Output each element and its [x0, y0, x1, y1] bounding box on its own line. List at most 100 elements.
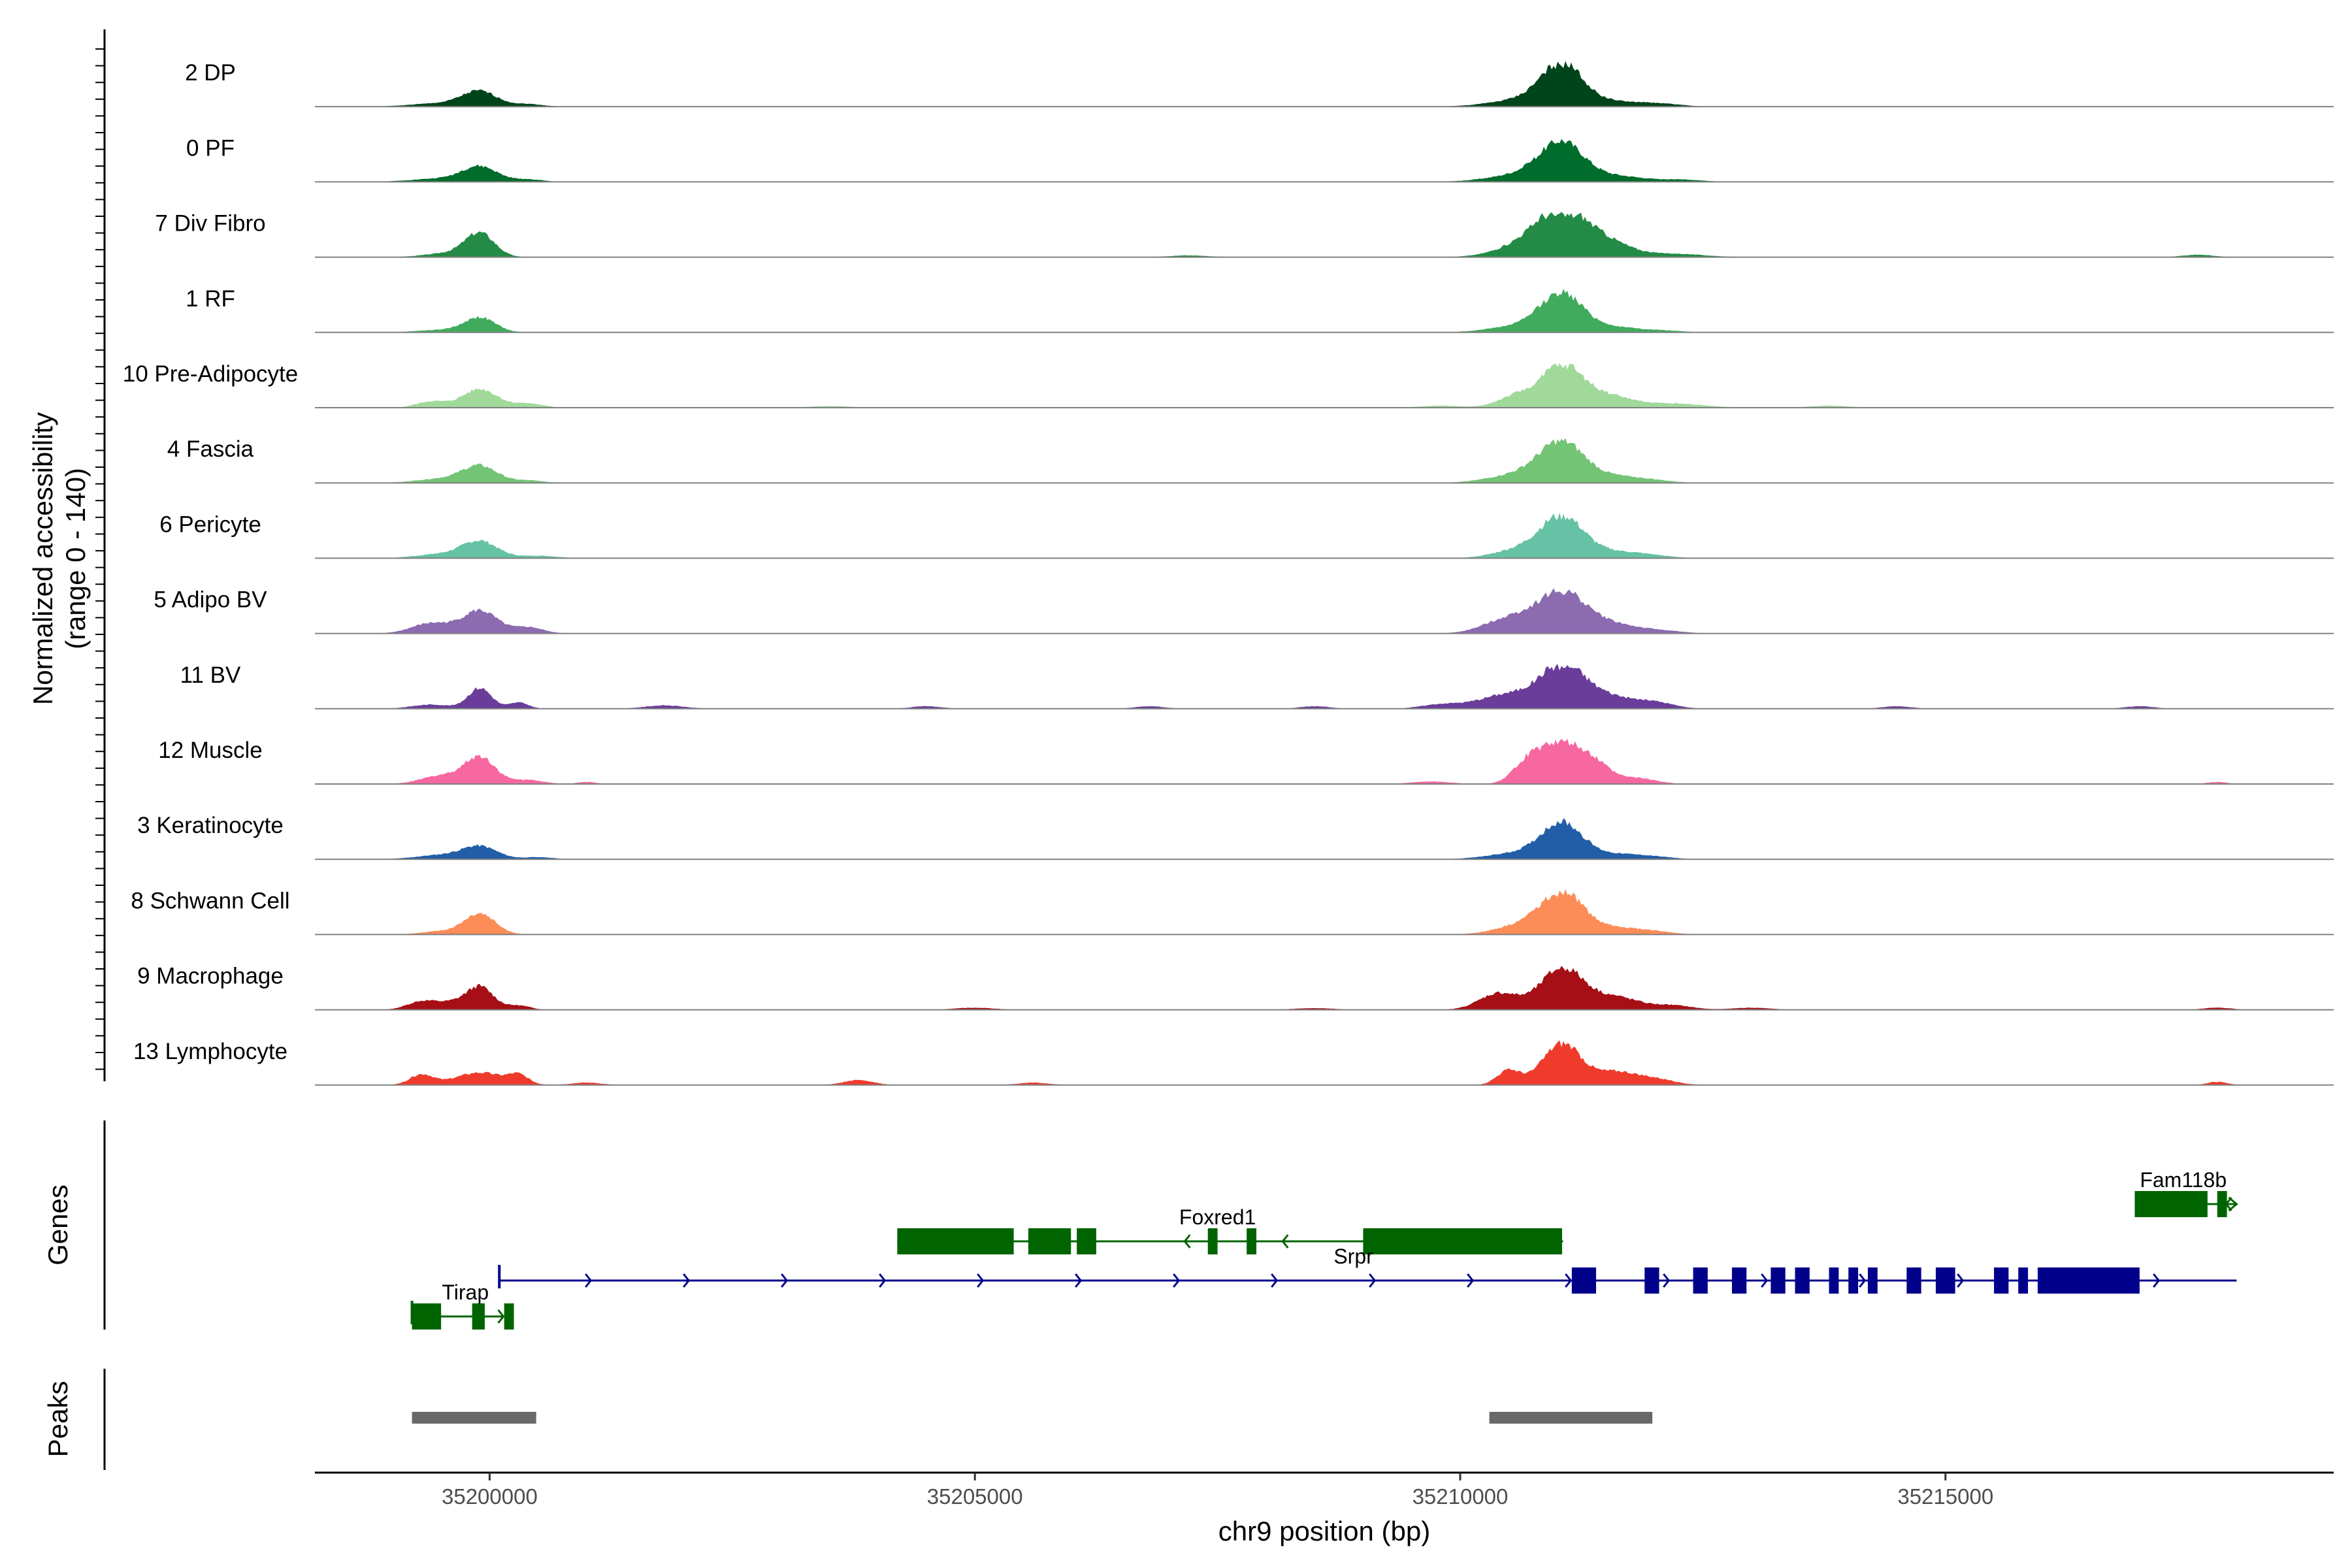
gene-exon: [1867, 1267, 1878, 1294]
gene-exon: [2217, 1191, 2227, 1217]
track-coverage-area: [315, 889, 2334, 935]
strand-arrow: [1271, 1273, 1279, 1288]
strand-arrow: [1281, 1234, 1289, 1249]
strand-arrow: [781, 1273, 789, 1288]
track-9: 11 BV: [180, 662, 2334, 710]
gene-exon: [2037, 1267, 2140, 1294]
gene-exon: [2134, 1191, 2208, 1217]
x-axis: 35200000 35205000 35210000 35215000 chr9 po…: [315, 1471, 2334, 1546]
strand-arrow: [1859, 1273, 1867, 1288]
track-6: 4 Fascia: [167, 436, 2334, 484]
track-7: 6 Pericyte: [159, 512, 2334, 559]
peaks-panel-label: Peaks: [42, 1381, 73, 1458]
gene-srpr: Srpr: [498, 1245, 2237, 1294]
track-label: 6 Pericyte: [159, 512, 261, 537]
gene-exon: [1247, 1228, 1257, 1254]
genes-panel: Genes Tirap Foxred1 Srpr Fam118b: [42, 1120, 2238, 1330]
track-13: 9 Macrophage: [137, 964, 2334, 1011]
track-5: 10 Pre-Adipocyte: [123, 361, 2334, 408]
track-label: 9 Macrophage: [137, 964, 284, 989]
peak-region: [412, 1412, 536, 1424]
strand-arrow: [1369, 1273, 1377, 1288]
gene-exon: [412, 1303, 442, 1330]
coverage-y-axis-title: Normalized accessibility (range 0 - 140): [27, 412, 91, 705]
track-label: 3 Keratinocyte: [137, 813, 284, 838]
strand-arrow: [2153, 1273, 2161, 1288]
gene-exon: [504, 1303, 514, 1330]
x-tick-label: 35205000: [927, 1484, 1023, 1509]
track-coverage-area: [315, 1040, 2334, 1085]
gene-exon: [1693, 1267, 1708, 1294]
x-tick-label: 35210000: [1413, 1484, 1509, 1509]
track-label: 2 DP: [185, 60, 236, 86]
gene-label: Tirap: [442, 1281, 489, 1304]
track-3: 7 Div Fibro: [155, 211, 2334, 258]
track-coverage-area: [315, 438, 2334, 483]
gene-exon: [1028, 1228, 1071, 1254]
gene-label: Srpr: [1333, 1245, 1373, 1268]
x-tick-label: 35215000: [1897, 1484, 1993, 1509]
strand-arrow: [1467, 1273, 1475, 1288]
strand-arrow: [585, 1273, 593, 1288]
gene-exon: [1906, 1267, 1921, 1294]
track-label: 7 Div Fibro: [155, 211, 265, 237]
x-axis-title: chr9 position (bp): [1218, 1516, 1431, 1546]
gene-exon: [472, 1303, 485, 1330]
gene-exon: [1207, 1228, 1218, 1254]
gene-exon: [1077, 1228, 1096, 1254]
gene-exon: [1644, 1267, 1659, 1294]
peaks-panel: Peaks: [42, 1369, 1653, 1470]
strand-arrow: [1075, 1273, 1083, 1288]
gene-exon: [1363, 1228, 1562, 1254]
strand-arrow: [879, 1273, 887, 1288]
track-4: 1 RF: [186, 286, 2334, 333]
strand-arrow: [1565, 1273, 1573, 1288]
track-coverage-area: [315, 212, 2334, 257]
track-coverage-area: [315, 588, 2334, 634]
gene-fam118b: Fam118b: [2134, 1168, 2238, 1217]
strand-arrow: [1663, 1273, 1671, 1288]
track-label: 8 Schwann Cell: [131, 888, 289, 913]
track-coverage-area: [315, 664, 2334, 709]
gene-exon: [1571, 1267, 1596, 1294]
coverage-y-axis: [95, 29, 106, 1081]
track-label: 13 Lymphocyte: [133, 1039, 287, 1064]
track-coverage-area: [315, 818, 2334, 860]
gene-exon: [1829, 1267, 1839, 1294]
y-axis-title: Normalized accessibility: [27, 412, 58, 705]
strand-arrow: [1761, 1273, 1769, 1288]
strand-arrow: [2228, 1196, 2238, 1212]
track-coverage-area: [315, 363, 2334, 408]
track-14: 13 Lymphocyte: [133, 1039, 2334, 1086]
track-label: 5 Adipo BV: [154, 587, 267, 613]
x-tick-label: 35200000: [442, 1484, 538, 1509]
y-axis-range: (range 0 - 140): [60, 468, 91, 649]
track-coverage-area: [315, 61, 2334, 107]
gene-exon: [1848, 1267, 1859, 1294]
gene-exon: [2018, 1267, 2029, 1294]
gene-label: Foxred1: [1179, 1205, 1256, 1229]
gene-exon: [1994, 1267, 2009, 1294]
track-coverage-area: [315, 512, 2334, 559]
gene-foxred1: Foxred1: [897, 1205, 1564, 1254]
track-label: 0 PF: [186, 135, 235, 161]
gene-label: Fam118b: [2140, 1168, 2227, 1192]
track-coverage-area: [315, 139, 2334, 182]
track-label: 12 Muscle: [158, 738, 263, 763]
track-label: 4 Fascia: [167, 436, 254, 462]
track-coverage-area: [315, 289, 2334, 333]
strand-arrow: [497, 1309, 505, 1324]
gene-exon: [1795, 1267, 1810, 1294]
track-11: 3 Keratinocyte: [137, 813, 2334, 860]
coverage-tracks: 2 DP 0 PF 7 Div Fibro 1 RF 10 Pre-Adipocyte 4…: [123, 60, 2334, 1086]
track-label: 11 BV: [180, 662, 241, 688]
gene-exon: [897, 1228, 1014, 1254]
strand-arrow: [683, 1273, 691, 1288]
track-8: 5 Adipo BV: [154, 587, 2334, 634]
track-2: 0 PF: [186, 135, 2334, 183]
track-coverage-area: [315, 738, 2334, 784]
track-10: 12 Muscle: [158, 738, 2334, 785]
track-label: 1 RF: [186, 286, 235, 312]
peak-region: [1489, 1412, 1653, 1424]
